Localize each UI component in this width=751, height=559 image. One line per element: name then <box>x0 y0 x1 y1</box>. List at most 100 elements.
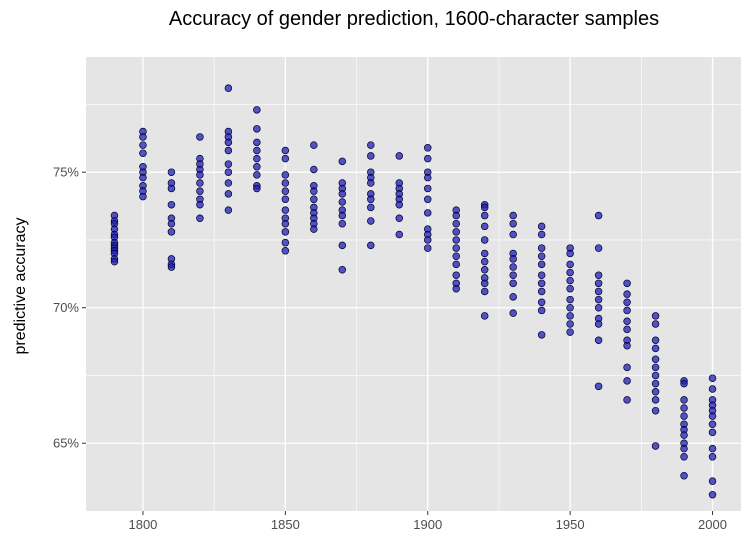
data-point <box>395 230 404 239</box>
data-point <box>281 219 290 228</box>
data-point <box>623 279 631 288</box>
data-point <box>253 163 261 171</box>
data-point <box>509 271 517 279</box>
data-point <box>139 192 147 201</box>
data-point <box>167 219 176 228</box>
data-point <box>224 206 233 214</box>
data-point <box>480 312 489 320</box>
data-point <box>423 244 432 252</box>
data-point <box>167 263 176 271</box>
data-point <box>480 249 489 258</box>
data-point <box>310 195 318 204</box>
data-point <box>566 249 574 258</box>
data-point <box>537 260 546 269</box>
data-points <box>110 84 717 499</box>
data-point <box>651 363 660 372</box>
data-point <box>253 106 261 114</box>
data-point <box>253 184 261 193</box>
data-point <box>224 138 233 147</box>
data-point <box>110 257 119 266</box>
data-point <box>594 336 603 344</box>
data-point <box>480 211 489 220</box>
x-tick-label: 1950 <box>556 517 585 532</box>
data-point <box>310 187 318 195</box>
data-point <box>224 168 233 176</box>
data-point <box>423 195 432 204</box>
data-point <box>452 236 460 244</box>
data-point <box>338 241 347 250</box>
data-point <box>224 84 233 92</box>
data-point <box>253 138 261 147</box>
data-point <box>623 325 631 334</box>
data-point <box>281 187 290 195</box>
data-point <box>452 260 460 269</box>
data-point <box>651 355 660 363</box>
data-point <box>509 255 517 263</box>
data-point <box>281 171 290 179</box>
data-point <box>537 252 546 260</box>
data-point <box>281 195 290 204</box>
data-point <box>196 187 204 195</box>
data-point <box>708 420 717 429</box>
data-point <box>423 236 432 244</box>
data-point <box>566 320 574 328</box>
data-point <box>651 396 660 404</box>
data-point <box>651 442 660 450</box>
data-point <box>537 287 546 296</box>
data-point <box>509 293 517 301</box>
data-point <box>651 320 660 328</box>
data-point <box>423 209 432 217</box>
data-point <box>594 244 603 252</box>
data-point <box>196 214 204 223</box>
data-point <box>196 133 204 141</box>
data-point <box>253 125 261 133</box>
data-point <box>367 241 375 250</box>
x-tick-label: 1900 <box>413 517 442 532</box>
data-point <box>537 279 546 288</box>
data-point <box>594 320 603 328</box>
data-point <box>651 371 660 380</box>
data-point <box>594 271 603 279</box>
data-point <box>167 200 176 209</box>
data-point <box>566 303 574 312</box>
data-point <box>708 453 717 461</box>
data-point <box>224 190 233 198</box>
data-point <box>196 200 204 209</box>
data-point <box>623 377 631 385</box>
data-point <box>281 179 290 187</box>
data-point <box>708 490 717 499</box>
data-point <box>452 252 460 260</box>
data-point <box>566 276 574 285</box>
data-point <box>367 195 375 204</box>
data-point <box>566 260 574 269</box>
data-point <box>338 198 347 206</box>
data-point <box>338 157 347 166</box>
data-point <box>537 271 546 279</box>
data-point <box>566 284 574 293</box>
data-point <box>680 404 688 412</box>
data-point <box>680 444 688 453</box>
data-point <box>338 266 347 274</box>
data-point <box>680 472 688 480</box>
data-point <box>367 141 375 149</box>
data-point <box>253 154 261 163</box>
data-point <box>310 225 318 233</box>
data-point <box>594 303 603 312</box>
data-point <box>509 263 517 271</box>
data-point <box>537 298 546 307</box>
data-point <box>509 279 517 288</box>
data-point <box>167 168 176 176</box>
data-point <box>594 295 603 304</box>
data-point <box>537 244 546 252</box>
data-point <box>338 190 347 198</box>
data-point <box>623 396 631 404</box>
data-point <box>310 141 318 149</box>
data-point <box>367 203 375 212</box>
data-point <box>480 222 489 231</box>
data-point <box>509 211 517 220</box>
data-point <box>708 412 717 420</box>
data-point <box>310 165 318 174</box>
data-point <box>651 379 660 388</box>
data-point <box>566 268 574 277</box>
data-point <box>452 219 460 228</box>
